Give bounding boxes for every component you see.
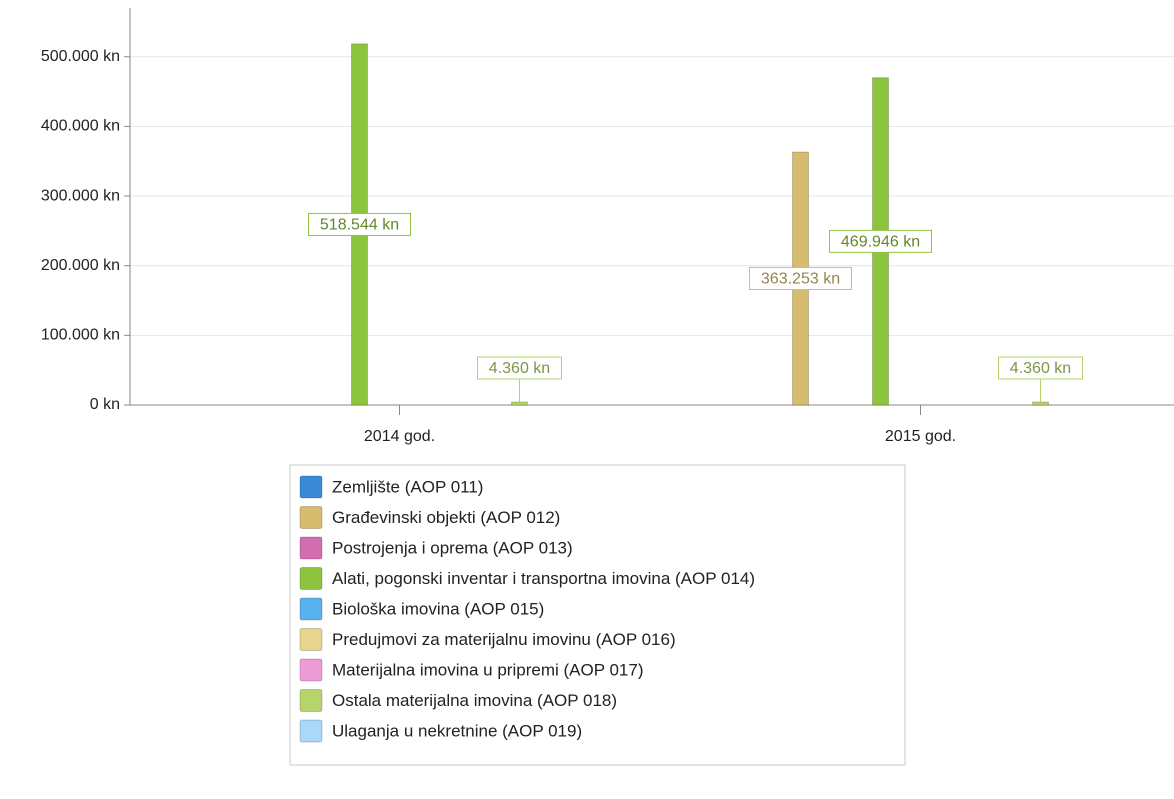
x-tick-label: 2015 god.: [885, 428, 956, 445]
data-label: 4.360 kn: [1010, 360, 1071, 377]
legend-swatch: [299, 475, 323, 499]
legend-label: Materijalna imovina u pripremi (AOP 017): [332, 660, 643, 679]
bar: [511, 401, 528, 406]
y-tick-label: 0 kn: [90, 396, 120, 413]
legend-label: Postrojenja i oprema (AOP 013): [332, 538, 573, 557]
legend-swatch: [299, 536, 323, 560]
legend-label: Ostala materijalna imovina (AOP 018): [332, 691, 617, 710]
y-tick-label: 200.000 kn: [41, 257, 120, 274]
legend-label: Ulaganja u nekretnine (AOP 019): [332, 721, 582, 740]
legend-swatch: [299, 628, 323, 651]
x-tick-label: 2014 god.: [364, 428, 435, 445]
legend-label: Građevinski objekti (AOP 012): [332, 508, 560, 527]
bar: [1032, 401, 1049, 406]
legend-swatch: [299, 597, 323, 621]
legend-swatch: [299, 689, 323, 712]
data-label-box: [477, 356, 562, 380]
legend-swatch: [299, 719, 323, 743]
data-label: 518.544 kn: [320, 217, 399, 234]
legend-label: Biološka imovina (AOP 015): [332, 599, 544, 618]
legend-label: Alati, pogonski inventar i transportna i…: [332, 569, 755, 588]
legend-box: [289, 464, 906, 766]
data-label: 4.360 kn: [489, 360, 550, 377]
legend-swatch: [299, 658, 323, 682]
y-tick-label: 100.000 kn: [41, 327, 120, 344]
legend-swatch: [299, 506, 323, 529]
y-tick-label: 300.000 kn: [41, 187, 120, 204]
data-label-box: [829, 229, 932, 253]
y-tick-label: 500.000 kn: [41, 48, 120, 65]
legend-swatch: [299, 567, 323, 590]
legend-label: Predujmovi za materijalnu imovinu (AOP 0…: [332, 630, 676, 649]
data-label-box: [749, 266, 852, 290]
data-label: 363.253 kn: [761, 271, 840, 288]
data-label-box: [308, 212, 411, 236]
y-tick-label: 400.000 kn: [41, 118, 120, 135]
data-label-box: [998, 356, 1083, 380]
legend-label: Zemljište (AOP 011): [332, 477, 483, 496]
data-label: 469.946 kn: [841, 234, 920, 251]
